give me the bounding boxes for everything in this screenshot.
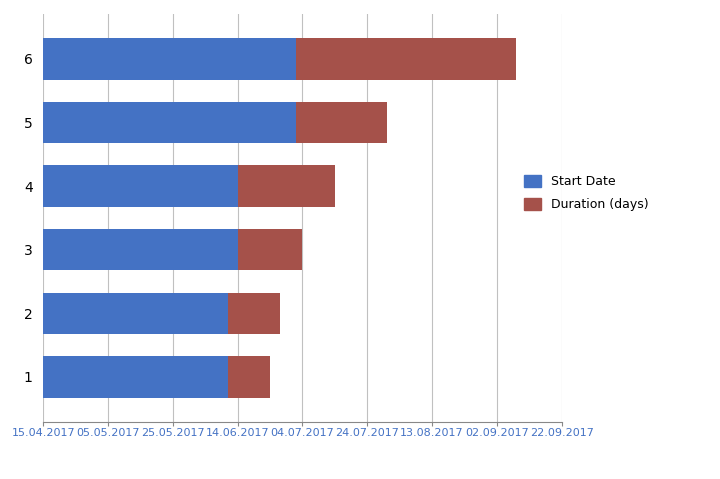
Bar bbox=[238, 229, 302, 271]
Bar bbox=[43, 356, 228, 398]
Bar bbox=[238, 165, 335, 207]
Bar bbox=[43, 102, 296, 143]
Legend: Start Date, Duration (days): Start Date, Duration (days) bbox=[523, 175, 649, 211]
Bar bbox=[296, 102, 387, 143]
Bar bbox=[228, 293, 280, 334]
Bar bbox=[43, 38, 296, 80]
Bar bbox=[296, 38, 516, 80]
Bar bbox=[43, 229, 238, 271]
Bar bbox=[228, 356, 270, 398]
Bar bbox=[43, 293, 228, 334]
Bar bbox=[43, 165, 238, 207]
